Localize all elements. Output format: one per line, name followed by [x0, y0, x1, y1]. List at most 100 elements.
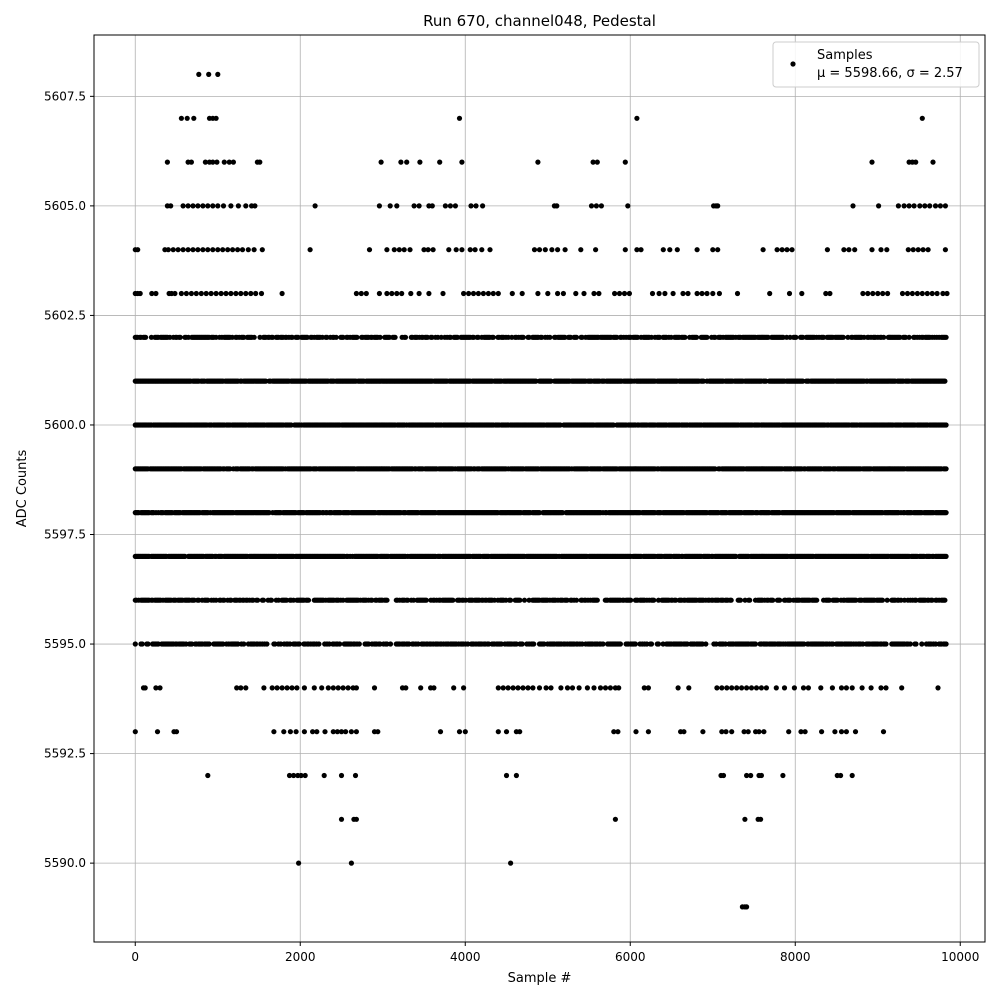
data-point — [685, 291, 690, 296]
data-point — [312, 685, 317, 690]
data-point — [591, 291, 596, 296]
data-point — [545, 291, 550, 296]
data-point — [252, 335, 257, 340]
data-point — [294, 729, 299, 734]
data-point — [195, 247, 200, 252]
data-point — [537, 247, 542, 252]
data-point — [944, 466, 949, 471]
data-point — [479, 247, 484, 252]
data-point — [787, 291, 792, 296]
data-point — [430, 203, 435, 208]
data-point — [438, 729, 443, 734]
data-point — [671, 291, 676, 296]
data-point — [399, 291, 404, 296]
data-point — [384, 598, 389, 603]
data-point — [520, 291, 525, 296]
data-point — [789, 247, 794, 252]
data-point — [734, 685, 739, 690]
data-point — [394, 291, 399, 296]
data-point — [388, 641, 393, 646]
data-point — [710, 291, 715, 296]
data-point — [742, 817, 747, 822]
data-point — [806, 685, 811, 690]
data-point — [504, 773, 509, 778]
data-point — [944, 554, 949, 559]
data-point — [675, 247, 680, 252]
data-point — [616, 685, 621, 690]
data-point — [261, 598, 266, 603]
data-point — [814, 598, 819, 603]
data-point — [319, 685, 324, 690]
data-point — [354, 685, 359, 690]
data-point — [172, 291, 177, 296]
data-point — [753, 641, 758, 646]
data-point — [830, 685, 835, 690]
data-point — [457, 729, 462, 734]
data-point — [138, 291, 143, 296]
data-point — [302, 729, 307, 734]
data-point — [748, 773, 753, 778]
data-point — [591, 685, 596, 690]
data-point — [881, 729, 886, 734]
data-point — [221, 203, 226, 208]
data-point — [388, 203, 393, 208]
data-point — [155, 729, 160, 734]
data-point — [241, 641, 246, 646]
data-point — [252, 247, 257, 252]
data-point — [744, 904, 749, 909]
data-point — [331, 685, 336, 690]
data-point — [504, 729, 509, 734]
data-point — [431, 247, 436, 252]
data-point — [547, 335, 552, 340]
data-point — [651, 598, 656, 603]
data-point — [384, 247, 389, 252]
data-point — [468, 247, 473, 252]
data-point — [920, 291, 925, 296]
data-point — [537, 685, 542, 690]
data-point — [326, 685, 331, 690]
data-point — [860, 685, 865, 690]
data-point — [508, 861, 513, 866]
data-point — [378, 335, 383, 340]
data-point — [240, 247, 245, 252]
data-point — [473, 203, 478, 208]
data-point — [491, 335, 496, 340]
data-point — [944, 510, 949, 515]
data-point — [578, 247, 583, 252]
data-point — [844, 729, 849, 734]
data-point — [738, 598, 743, 603]
data-point — [694, 335, 699, 340]
data-point — [200, 247, 205, 252]
data-point — [746, 729, 751, 734]
data-point — [346, 685, 351, 690]
data-point — [585, 685, 590, 690]
data-point — [622, 291, 627, 296]
data-point — [522, 598, 527, 603]
data-point — [600, 641, 605, 646]
data-point — [178, 335, 183, 340]
data-point — [174, 729, 179, 734]
data-point — [184, 291, 189, 296]
data-point — [885, 598, 890, 603]
data-point — [561, 291, 566, 296]
data-point — [638, 247, 643, 252]
data-point — [143, 685, 148, 690]
data-point — [308, 247, 313, 252]
data-point — [473, 247, 478, 252]
data-point — [761, 247, 766, 252]
data-point — [403, 685, 408, 690]
data-point — [724, 685, 729, 690]
data-point — [780, 773, 785, 778]
data-point — [280, 685, 285, 690]
data-point — [354, 291, 359, 296]
data-point — [364, 291, 369, 296]
data-point — [577, 685, 582, 690]
data-point — [865, 291, 870, 296]
data-point — [555, 247, 560, 252]
data-point — [525, 685, 530, 690]
data-point — [907, 335, 912, 340]
data-point — [322, 773, 327, 778]
data-point — [558, 685, 563, 690]
data-point — [930, 291, 935, 296]
data-point — [878, 685, 883, 690]
